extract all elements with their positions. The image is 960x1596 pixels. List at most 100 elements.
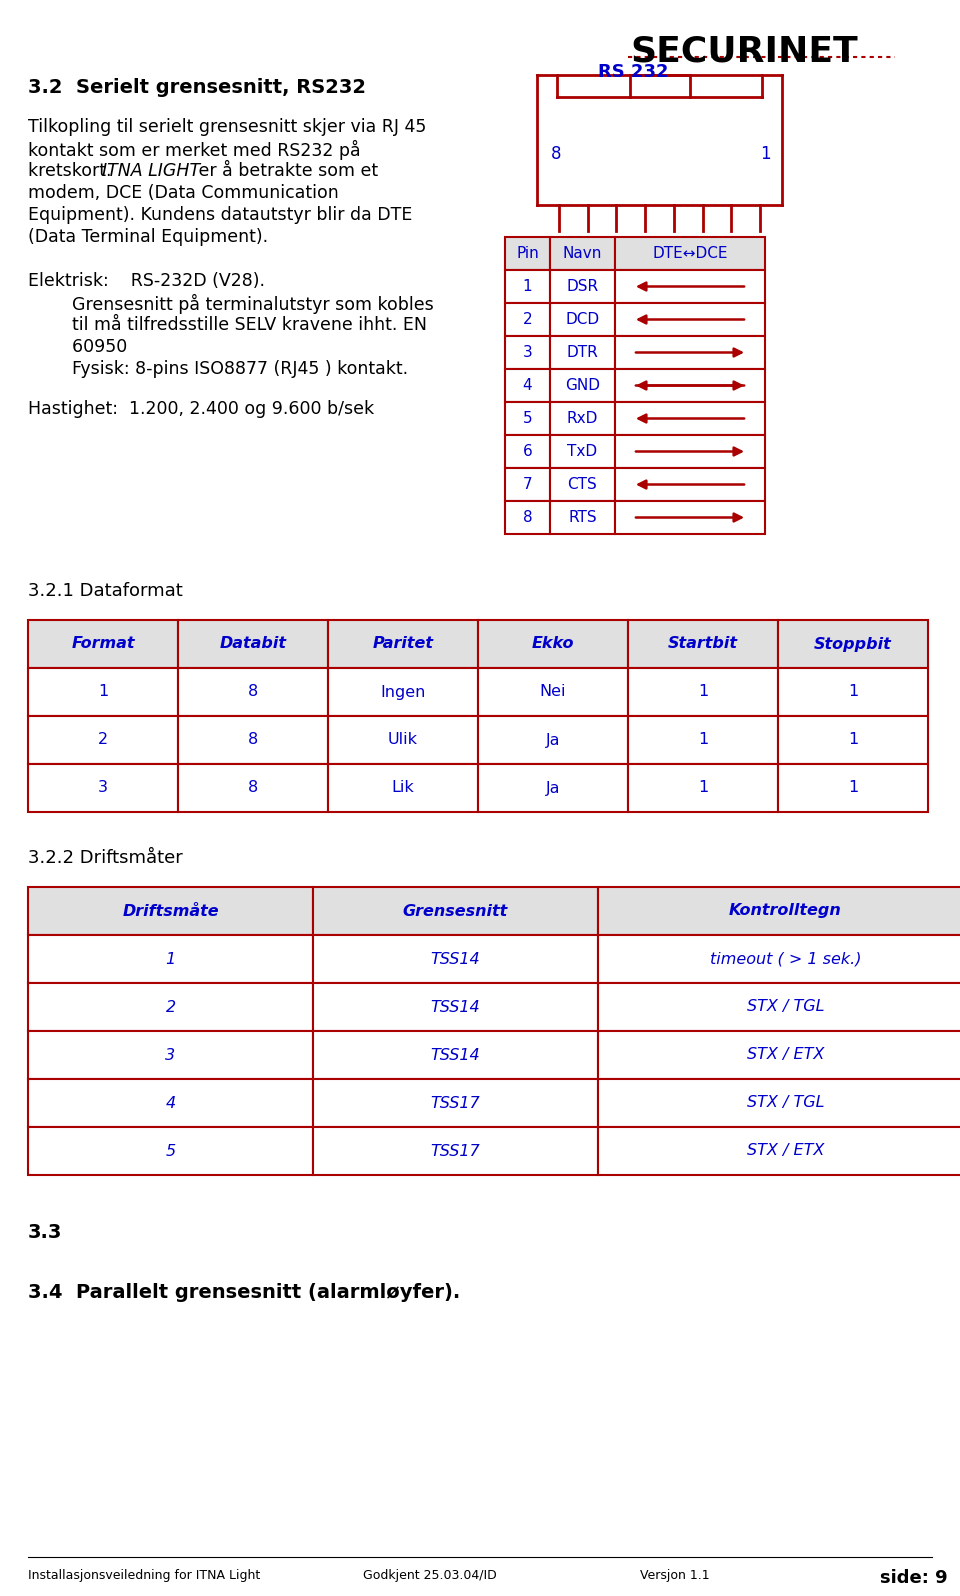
Text: Databit: Databit [220, 637, 286, 651]
Bar [178, 764, 328, 812]
Text: STX / ETX: STX / ETX [747, 1143, 825, 1159]
Text: Ja: Ja [545, 733, 561, 747]
Text: GND: GND [565, 378, 600, 393]
Bar [178, 669, 328, 717]
Text: TSS17: TSS17 [431, 1095, 480, 1111]
Bar [615, 236, 765, 270]
Text: STX / TGL: STX / TGL [747, 999, 825, 1015]
Text: 6: 6 [522, 444, 533, 460]
Text: 1: 1 [98, 685, 108, 699]
Text: Elektrisk:    RS-232D (V28).: Elektrisk: RS-232D (V28). [28, 271, 265, 290]
Bar [28, 935, 313, 983]
Bar [505, 337, 550, 369]
Bar [313, 1127, 598, 1175]
Bar [550, 303, 615, 337]
Text: Stoppbit: Stoppbit [814, 637, 892, 651]
Text: 3: 3 [522, 345, 533, 361]
Text: STX / TGL: STX / TGL [747, 1095, 825, 1111]
Text: Startbit: Startbit [668, 637, 738, 651]
Bar [615, 402, 765, 436]
Bar [615, 369, 765, 402]
Text: 3: 3 [165, 1047, 176, 1063]
Text: 1: 1 [848, 685, 858, 699]
Text: 3: 3 [98, 780, 108, 795]
Bar [328, 619, 478, 669]
Text: 8: 8 [248, 780, 258, 795]
Text: STX / ETX: STX / ETX [747, 1047, 825, 1063]
Text: 3.2.1 Dataformat: 3.2.1 Dataformat [28, 583, 182, 600]
Text: RS 232: RS 232 [598, 62, 668, 81]
Bar [628, 717, 778, 764]
Text: Driftsmåte: Driftsmåte [122, 903, 219, 919]
Bar [598, 1079, 960, 1127]
Text: 7: 7 [522, 477, 532, 492]
Text: 1: 1 [698, 685, 708, 699]
Text: 5: 5 [165, 1143, 176, 1159]
Text: 1: 1 [698, 733, 708, 747]
Text: Pin: Pin [516, 246, 539, 262]
Text: ITNA LIGHT: ITNA LIGHT [102, 163, 200, 180]
Bar [615, 468, 765, 501]
Bar [313, 1079, 598, 1127]
Bar [505, 436, 550, 468]
Bar [505, 402, 550, 436]
Bar [615, 436, 765, 468]
Text: DCD: DCD [565, 311, 600, 327]
Text: 1: 1 [698, 780, 708, 795]
Bar [178, 619, 328, 669]
Bar [28, 887, 313, 935]
Text: 3.4  Parallelt grensesnitt (alarmløyfer).: 3.4 Parallelt grensesnitt (alarmløyfer). [28, 1283, 460, 1302]
Bar [598, 887, 960, 935]
Text: 3.3: 3.3 [28, 1223, 62, 1242]
Bar [28, 669, 178, 717]
Bar [550, 468, 615, 501]
Text: DTR: DTR [566, 345, 598, 361]
Text: Grensesnitt på terminalutstyr som kobles: Grensesnitt på terminalutstyr som kobles [28, 294, 434, 314]
Text: TxD: TxD [567, 444, 597, 460]
Bar [178, 717, 328, 764]
Bar [478, 619, 628, 669]
Text: 8: 8 [551, 145, 562, 163]
Bar [628, 669, 778, 717]
Bar [328, 764, 478, 812]
Bar [28, 619, 178, 669]
Bar [478, 669, 628, 717]
Text: Ekko: Ekko [532, 637, 574, 651]
Text: 4: 4 [165, 1095, 176, 1111]
Text: kretskort.: kretskort. [28, 163, 117, 180]
Bar [28, 983, 313, 1031]
Bar [615, 270, 765, 303]
Bar [28, 1079, 313, 1127]
Text: 2: 2 [522, 311, 532, 327]
Text: 4: 4 [522, 378, 532, 393]
Text: 8: 8 [522, 511, 532, 525]
Bar [478, 717, 628, 764]
Text: DTE↔DCE: DTE↔DCE [652, 246, 728, 262]
Bar [478, 764, 628, 812]
Text: 1: 1 [848, 780, 858, 795]
Text: Versjon 1.1: Versjon 1.1 [640, 1569, 709, 1582]
Bar [778, 619, 928, 669]
Bar [28, 1127, 313, 1175]
Bar [615, 303, 765, 337]
Text: 1: 1 [848, 733, 858, 747]
Text: Kontrolltegn: Kontrolltegn [730, 903, 842, 919]
Text: Nei: Nei [540, 685, 566, 699]
Bar [628, 619, 778, 669]
Text: Ingen: Ingen [380, 685, 425, 699]
Text: 2: 2 [98, 733, 108, 747]
Text: Installasjonsveiledning for ITNA Light: Installasjonsveiledning for ITNA Light [28, 1569, 260, 1582]
Text: 1: 1 [522, 279, 532, 294]
Text: SECURINET: SECURINET [630, 35, 857, 69]
Bar [550, 337, 615, 369]
Bar [598, 935, 960, 983]
Bar [598, 983, 960, 1031]
Bar [313, 1031, 598, 1079]
Text: 8: 8 [248, 733, 258, 747]
Text: til må tilfredsstille SELV kravene ihht. EN: til må tilfredsstille SELV kravene ihht.… [28, 316, 427, 334]
Text: er å betrakte som et: er å betrakte som et [193, 163, 378, 180]
Bar [505, 236, 550, 270]
Text: Format: Format [71, 637, 134, 651]
Bar [505, 468, 550, 501]
Text: modem, DCE (Data Communication: modem, DCE (Data Communication [28, 184, 339, 203]
